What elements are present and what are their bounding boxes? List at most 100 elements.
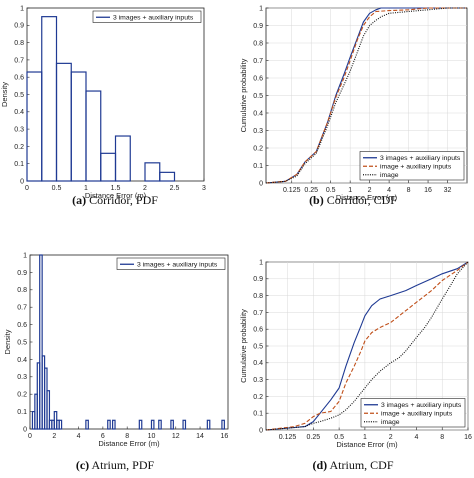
chart-d: 0 0.1 0.2 0.3 0.4 0.5 0.6 0.7 0.8 0.9 1 0.125 0.25 0.… — [239, 259, 472, 449]
histogram-bar — [85, 419, 89, 430]
histogram-bar — [138, 419, 143, 430]
y-tick-label: 0.9 — [253, 276, 263, 283]
x-tick-label: 4 — [387, 187, 391, 194]
caption-c: (c) Atrium, PDF — [76, 458, 154, 473]
y-tick-label: 0.1 — [17, 409, 27, 416]
y-tick-label: 0.2 — [253, 394, 263, 401]
caption-a-text: Corridor, PDF — [89, 193, 158, 207]
x-tick-label: 4 — [414, 434, 418, 441]
y-tick-label: 0.3 — [14, 127, 24, 134]
histogram-bar — [46, 390, 51, 430]
histogram-bar — [114, 135, 131, 182]
x-tick-label: 0.125 — [283, 187, 301, 194]
y-tick-label: 0.1 — [14, 161, 24, 168]
legend: 3 images + auxiliary inputs — [92, 10, 202, 23]
y-tick-label: 0.4 — [14, 109, 24, 116]
x-axis-label: Distance Error (m) — [336, 193, 398, 202]
y-tick-label: 0.5 — [17, 339, 27, 346]
y-tick-label: 0.1 — [253, 411, 263, 418]
x-tick-label: 16 — [424, 187, 432, 194]
histogram-bar — [206, 419, 211, 430]
histogram-bar — [221, 419, 225, 430]
y-tick-label: 0.6 — [17, 322, 27, 329]
x-tick-label: 16 — [220, 433, 228, 440]
y-tick-label: 0.9 — [14, 23, 24, 30]
y-tick-label: 1 — [259, 259, 263, 266]
chart-c: 00.10.20.30.40.50.60.70.80.910 2 4 6 8 10 12 14… — [3, 252, 229, 448]
plot-frame — [29, 254, 229, 430]
x-tick-label: 8 — [440, 434, 444, 441]
y-tick-label: 1 — [23, 252, 27, 259]
legend-label: image + auxiliary inputs — [380, 164, 452, 171]
legend: 3 images + auxiliary inputs image + auxil… — [360, 398, 466, 428]
y-tick-label: 0.9 — [17, 270, 27, 277]
caption-b-label: (b) — [309, 193, 324, 207]
caption-a: (a) Corridor, PDF — [72, 193, 158, 208]
y-tick-label: 0.7 — [14, 57, 24, 64]
x-tick-label: 1 — [84, 185, 88, 192]
y-tick-label: 0.5 — [253, 343, 263, 350]
y-tick-label: 0.4 — [253, 110, 263, 117]
y-tick-label: 0 — [20, 178, 24, 185]
y-axis-label: Density — [0, 82, 9, 107]
x-tick-label: 1 — [363, 434, 367, 441]
legend-label: 3 images + auxiliary inputs — [113, 15, 194, 22]
y-axis-label: Cumulative probability — [239, 309, 248, 383]
x-tick-label: 16 — [464, 434, 472, 441]
histogram-bar — [170, 419, 174, 430]
legend-box — [92, 10, 202, 23]
x-tick-label: 6 — [101, 433, 105, 440]
x-tick-label: 2 — [368, 187, 372, 194]
histogram-bar — [85, 90, 102, 182]
legend-label: image — [380, 172, 399, 179]
x-tick-label: 2 — [389, 434, 393, 441]
histogram-bar — [182, 419, 187, 430]
legend-box — [116, 257, 226, 270]
histogram-bar — [158, 419, 162, 430]
y-tick-label: 0.8 — [17, 287, 27, 294]
chart-a: 0 0.1 0.2 0.3 0.4 0.5 0.6 0.7 0.8 0.9 1 0 0.5 1 1.5 2 2.… — [0, 5, 206, 200]
x-tick-label: 1.5 — [111, 185, 121, 192]
y-tick-label: 0.8 — [14, 40, 24, 47]
y-tick-label: 0.5 — [14, 92, 24, 99]
x-tick-label: 1 — [348, 187, 352, 194]
x-tick-label: 0.5 — [326, 187, 336, 194]
legend-label: 3 images + auxiliary inputs — [380, 155, 461, 162]
histogram-bar — [39, 254, 43, 430]
caption-b: (b) Corridor, CDF — [309, 193, 397, 208]
y-tick-label: 0.2 — [14, 144, 24, 151]
y-tick-label: 1 — [259, 5, 263, 12]
x-tick-label: 14 — [196, 433, 204, 440]
x-tick-label: 0.5 — [334, 434, 344, 441]
x-tick-label: 8 — [125, 433, 129, 440]
histogram-bar — [107, 419, 111, 430]
cdf-line-series-3 — [265, 7, 467, 184]
y-tick-label: 0.8 — [253, 293, 263, 300]
y-tick-label: 0.4 — [17, 357, 27, 364]
y-tick-label: 0.5 — [253, 93, 263, 100]
caption-d-label: (d) — [312, 458, 328, 472]
legend-label: image — [381, 419, 400, 426]
y-tick-label: 0.8 — [253, 40, 263, 47]
y-tick-label: 0.3 — [253, 128, 263, 135]
y-tick-label: 0.3 — [253, 377, 263, 384]
caption-a-label: (a) — [72, 193, 87, 207]
x-tick-label: 0.5 — [52, 185, 62, 192]
x-tick-label: 4 — [77, 433, 81, 440]
cdf-line-series-2 — [265, 7, 467, 184]
y-tick-label: 0.7 — [17, 305, 27, 312]
histogram-bar — [112, 419, 116, 430]
y-tick-label: 0.6 — [253, 75, 263, 82]
x-axis-label: Distance Error (m) — [98, 439, 160, 448]
x-tick-label: 2 — [143, 185, 147, 192]
x-tick-label: 12 — [172, 433, 180, 440]
x-tick-label: 3 — [202, 185, 206, 192]
x-axis-label: Distance Error (m) — [85, 191, 147, 200]
y-tick-label: 0 — [23, 426, 27, 433]
y-axis-label: Cumulative probability — [239, 58, 248, 132]
legend: 3 images + auxiliary inputs — [116, 257, 226, 270]
y-axis-label: Density — [3, 329, 12, 354]
x-tick-label: 32 — [444, 187, 452, 194]
x-tick-label: 0 — [28, 433, 32, 440]
